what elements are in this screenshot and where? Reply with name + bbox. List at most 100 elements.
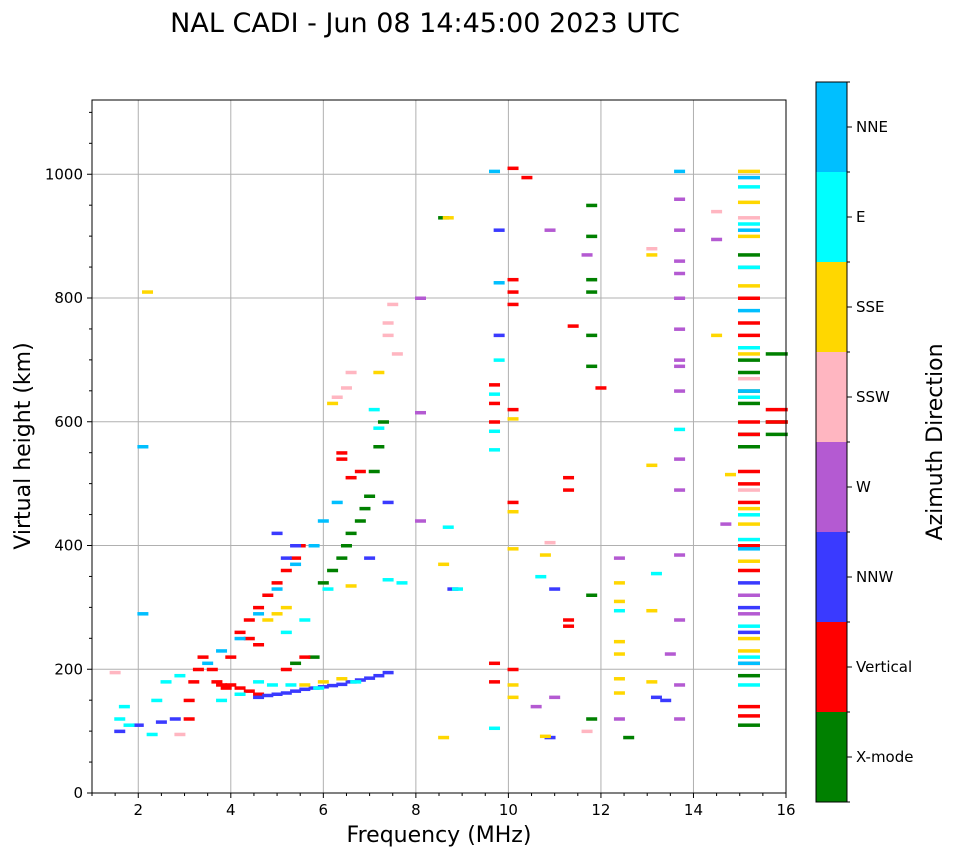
echo-point bbox=[737, 661, 760, 666]
echo-point bbox=[650, 571, 662, 576]
echo-point bbox=[737, 395, 760, 399]
echo-point bbox=[737, 544, 760, 548]
echo-point bbox=[720, 522, 732, 526]
echo-point bbox=[243, 689, 255, 693]
echo-point bbox=[452, 587, 464, 591]
echo-point bbox=[336, 677, 348, 681]
echo-point bbox=[220, 686, 232, 690]
echo-point bbox=[382, 670, 394, 675]
echo-point bbox=[674, 457, 686, 461]
echo-point bbox=[308, 655, 320, 659]
echo-point bbox=[737, 522, 760, 526]
echo-point bbox=[262, 618, 274, 622]
echo-point bbox=[489, 420, 501, 424]
echo-point bbox=[507, 667, 519, 672]
echo-point bbox=[613, 581, 625, 585]
echo-point bbox=[737, 568, 760, 573]
echo-point bbox=[155, 720, 167, 724]
echo-point bbox=[765, 352, 788, 356]
echo-point bbox=[544, 228, 556, 232]
colorbar-tick-label: Vertical bbox=[856, 658, 912, 676]
series-ssw bbox=[109, 209, 760, 737]
echo-point bbox=[737, 321, 760, 325]
echo-point bbox=[737, 432, 760, 437]
y-tick-label: 0 bbox=[73, 784, 83, 802]
echo-point bbox=[737, 370, 760, 375]
echo-point bbox=[489, 429, 501, 434]
echo-point bbox=[737, 358, 760, 362]
y-tick-label: 1000 bbox=[45, 165, 83, 183]
colorbar-frame bbox=[815, 81, 848, 803]
echo-point bbox=[442, 525, 454, 529]
echo-point bbox=[674, 717, 686, 721]
colorbar-tick-label: SSE bbox=[856, 298, 885, 316]
echo-point bbox=[197, 655, 209, 659]
colorbar-segment bbox=[816, 532, 847, 622]
echo-point bbox=[243, 636, 255, 641]
echo-point bbox=[737, 581, 760, 585]
echo-point bbox=[737, 333, 760, 338]
echo-point bbox=[271, 531, 283, 536]
echo-point bbox=[613, 599, 625, 604]
echo-point bbox=[674, 618, 686, 622]
echo-point bbox=[586, 203, 598, 208]
echo-point bbox=[382, 578, 394, 582]
echo-point bbox=[364, 494, 376, 498]
echo-point bbox=[737, 649, 760, 653]
echo-point bbox=[132, 723, 144, 727]
echo-point bbox=[613, 639, 625, 644]
echo-point bbox=[216, 698, 228, 703]
echo-point bbox=[613, 652, 625, 656]
echo-point bbox=[438, 735, 450, 740]
echo-point bbox=[327, 683, 339, 688]
echo-point bbox=[253, 680, 265, 684]
echo-point bbox=[586, 234, 598, 239]
x-axis-ticks: 2 4 6 8 10 12 14 16 bbox=[91, 793, 796, 819]
echo-point bbox=[377, 420, 389, 424]
echo-point bbox=[206, 667, 218, 672]
echo-point bbox=[151, 698, 163, 703]
echo-point bbox=[340, 544, 352, 548]
echo-point bbox=[373, 370, 385, 375]
echo-point bbox=[660, 698, 672, 703]
echo-point bbox=[586, 333, 598, 338]
echo-point bbox=[382, 500, 394, 505]
echo-point bbox=[271, 692, 283, 696]
echo-point bbox=[493, 281, 505, 285]
echo-point bbox=[737, 630, 760, 635]
echo-point bbox=[737, 547, 760, 551]
echo-point bbox=[539, 734, 551, 739]
echo-point bbox=[414, 296, 426, 300]
echo-point bbox=[507, 500, 519, 505]
echo-point bbox=[114, 729, 126, 734]
echo-point bbox=[188, 680, 200, 684]
echo-point bbox=[563, 488, 575, 492]
echo-point bbox=[373, 426, 385, 430]
echo-point bbox=[280, 605, 292, 610]
echo-point bbox=[737, 175, 760, 180]
echo-point bbox=[737, 296, 760, 300]
echo-point bbox=[192, 667, 204, 672]
echo-point bbox=[646, 680, 658, 684]
echo-point bbox=[271, 587, 283, 591]
echo-point bbox=[737, 482, 760, 486]
echo-point bbox=[322, 587, 334, 591]
y-tick-label: 800 bbox=[54, 289, 83, 307]
echo-point bbox=[737, 200, 760, 205]
echo-point bbox=[313, 686, 325, 690]
echo-point bbox=[737, 169, 760, 174]
echo-point bbox=[613, 691, 625, 695]
echo-point bbox=[674, 296, 686, 300]
echo-point bbox=[327, 568, 339, 573]
echo-point bbox=[737, 537, 760, 542]
echo-point bbox=[354, 678, 366, 682]
echo-point bbox=[613, 677, 625, 681]
echo-point bbox=[674, 169, 686, 174]
echo-point bbox=[262, 693, 274, 698]
echo-point bbox=[507, 683, 519, 687]
echo-point bbox=[211, 680, 223, 684]
echo-point bbox=[544, 540, 556, 545]
echo-point bbox=[350, 680, 362, 684]
echo-point bbox=[646, 253, 658, 257]
echo-point bbox=[299, 683, 311, 687]
